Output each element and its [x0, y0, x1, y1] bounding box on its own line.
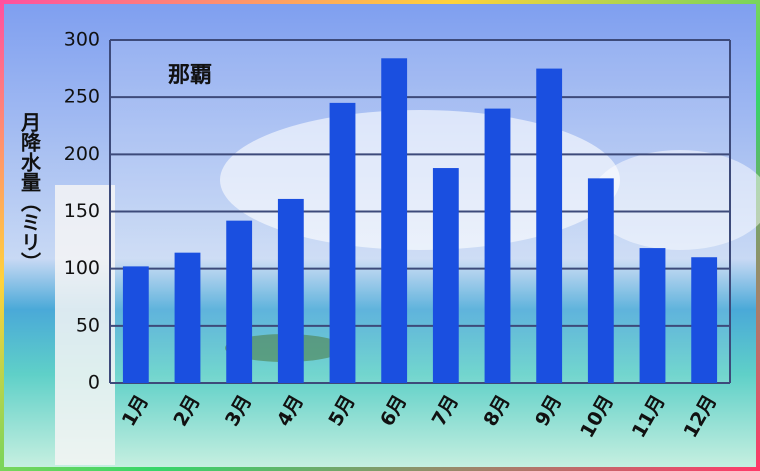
bar	[174, 252, 201, 383]
y-tick-label: 250	[64, 86, 100, 108]
chart-title: 那覇	[168, 63, 212, 88]
bar	[587, 178, 614, 383]
bar	[432, 168, 459, 383]
bar	[536, 68, 563, 383]
bar	[277, 198, 304, 383]
bar	[226, 220, 253, 383]
bar	[691, 257, 718, 383]
y-tick-label: 150	[64, 200, 100, 222]
y-axis-label: 月降水量（ミリ）	[18, 112, 42, 272]
cloud	[220, 110, 620, 250]
bar	[381, 58, 408, 383]
y-tick-label: 0	[88, 372, 100, 394]
bar	[484, 108, 511, 383]
y-tick-label: 200	[64, 143, 100, 165]
bar	[329, 102, 356, 383]
y-tick-label: 300	[64, 29, 100, 51]
y-tick-label: 50	[76, 314, 100, 336]
y-tick-label: 100	[64, 257, 100, 279]
bar	[122, 266, 149, 383]
cloud	[590, 150, 760, 250]
lighthouse	[55, 185, 115, 465]
bar	[639, 248, 666, 383]
